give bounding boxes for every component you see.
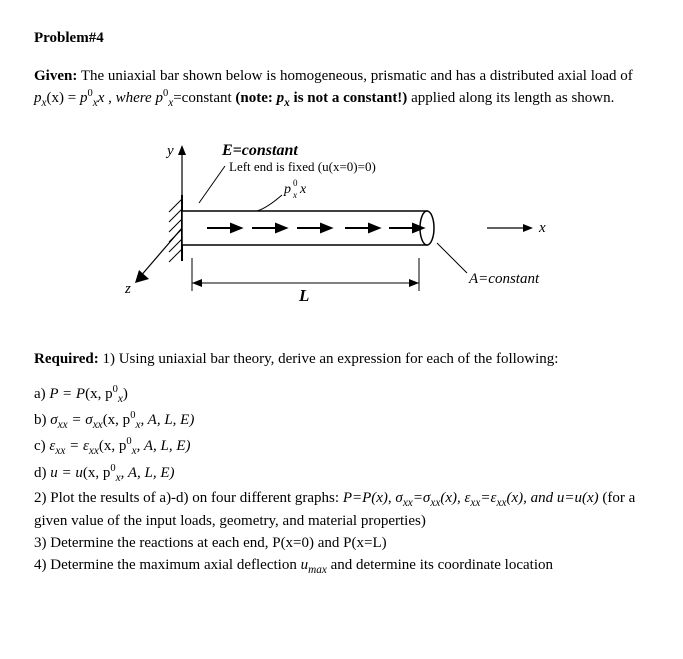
fixed-end-label: Left end is fixed (u(x=0)=0) [229,159,376,174]
given-px-arg: (x) = [47,90,80,106]
y-axis-label: y [165,143,174,159]
part-4: 4) Determine the maximum axial deflectio… [34,555,649,578]
item-b: b) σxx = σxx(x, p0x, A, L, E) [34,409,649,433]
required-text: 1) Using uniaxial bar theory, derive an … [102,351,558,367]
part-3: 3) Determine the reactions at each end, … [34,533,649,553]
z-axis-label: z [124,281,131,297]
given-p0b: p [155,90,163,106]
given-label: Given: [34,68,77,84]
note-text: is not a constant!) [290,90,408,106]
given-p0-after: x , where [98,90,156,106]
note-open: (note: [235,90,276,106]
distributed-load-label: p 0 x x [283,178,307,200]
required-line: Required: 1) Using uniaxial bar theory, … [34,349,649,369]
part-2: 2) Plot the results of a)-d) on four dif… [34,488,649,531]
required-label: Required: [34,351,99,367]
figure: y z E=constant Left end is fixed (u(x=0)… [34,133,649,323]
e-constant-label: E=constant [221,142,298,159]
given-const: =constant [173,90,235,106]
x-axis-label: x [538,220,546,236]
given-after: applied along its length as shown. [411,90,614,106]
svg-text:x: x [299,182,307,197]
given-px: p [34,90,42,106]
item-list: a) P = P(x, p0x) b) σxx = σxx(x, p0x, A,… [34,383,649,579]
svg-text:0: 0 [293,178,298,188]
item-c: c) εxx = εxx(x, p0x, A, L, E) [34,435,649,459]
svg-text:x: x [292,190,297,200]
bar-diagram: y z E=constant Left end is fixed (u(x=0)… [107,133,577,323]
a-constant-label: A=constant [468,271,540,287]
item-a: a) P = P(x, p0x) [34,383,649,407]
length-label: L [298,286,309,305]
svg-text:p: p [283,182,291,197]
given-text-a: The uniaxial bar shown below is homogene… [81,68,633,84]
given-paragraph: Given: The uniaxial bar shown below is h… [34,66,649,110]
problem-title: Problem#4 [34,28,649,48]
item-d: d) u = u(x, p0x, A, L, E) [34,462,649,486]
